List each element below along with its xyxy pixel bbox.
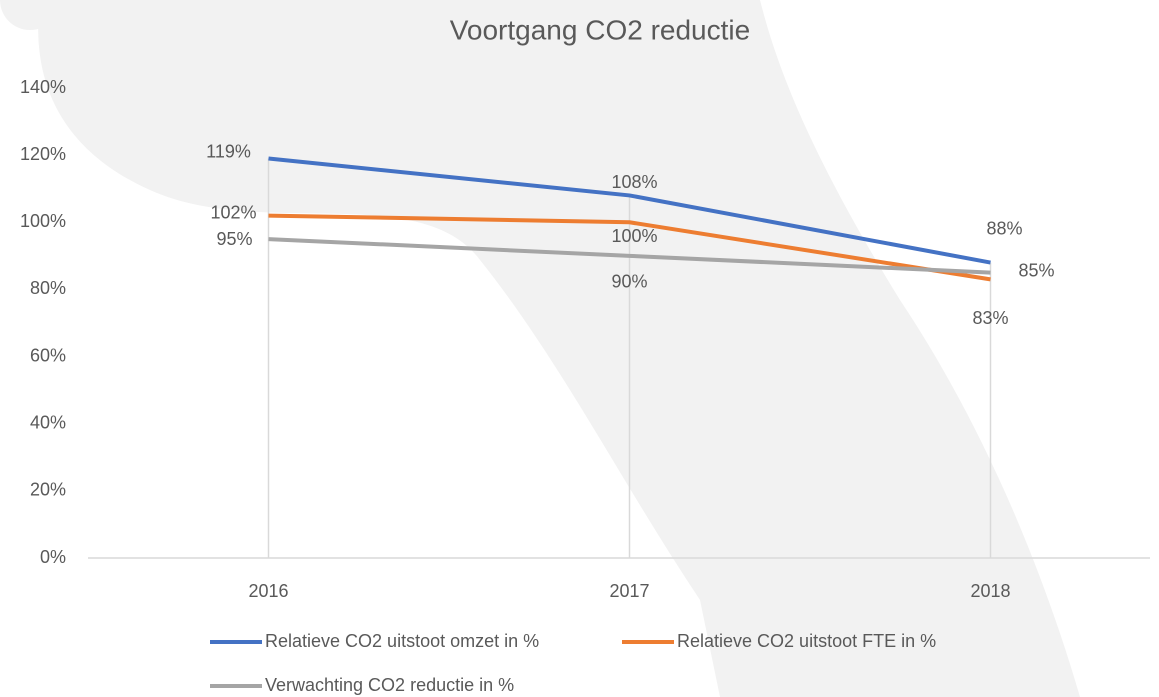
data-label: 119% (206, 141, 251, 161)
y-tick-label: 120% (20, 144, 66, 164)
data-label: 90% (611, 272, 647, 292)
x-tick-label: 2017 (609, 581, 649, 601)
y-tick-label: 100% (20, 211, 66, 231)
y-tick-label: 0% (40, 547, 66, 567)
y-tick-label: 80% (30, 278, 66, 298)
data-label: 102% (210, 202, 256, 222)
page: Voortgang CO2 reductie 0% 20% 40% 60% 80% 100… (0, 0, 1159, 697)
legend-label: Verwachting CO2 reductie in % (265, 675, 514, 695)
data-label: 88% (986, 218, 1022, 238)
x-tick-label: 2016 (248, 581, 288, 601)
legend-label: Relatieve CO2 uitstoot FTE in % (677, 631, 936, 651)
data-label: 95% (216, 229, 252, 249)
data-label: 85% (1018, 260, 1054, 280)
y-tick-label: 40% (30, 412, 66, 432)
y-tick-label: 60% (30, 345, 66, 365)
legend-label: Relatieve CO2 uitstoot omzet in % (265, 631, 539, 651)
data-label: 100% (611, 226, 657, 246)
chart: Voortgang CO2 reductie 0% 20% 40% 60% 80% 100… (0, 0, 1159, 697)
chart-title: Voortgang CO2 reductie (450, 14, 750, 45)
y-tick-label: 140% (20, 77, 66, 97)
data-label: 108% (611, 172, 657, 192)
y-tick-label: 20% (30, 480, 66, 500)
data-label: 83% (972, 308, 1008, 328)
watermark (38, 0, 1080, 697)
x-tick-label: 2018 (970, 581, 1010, 601)
